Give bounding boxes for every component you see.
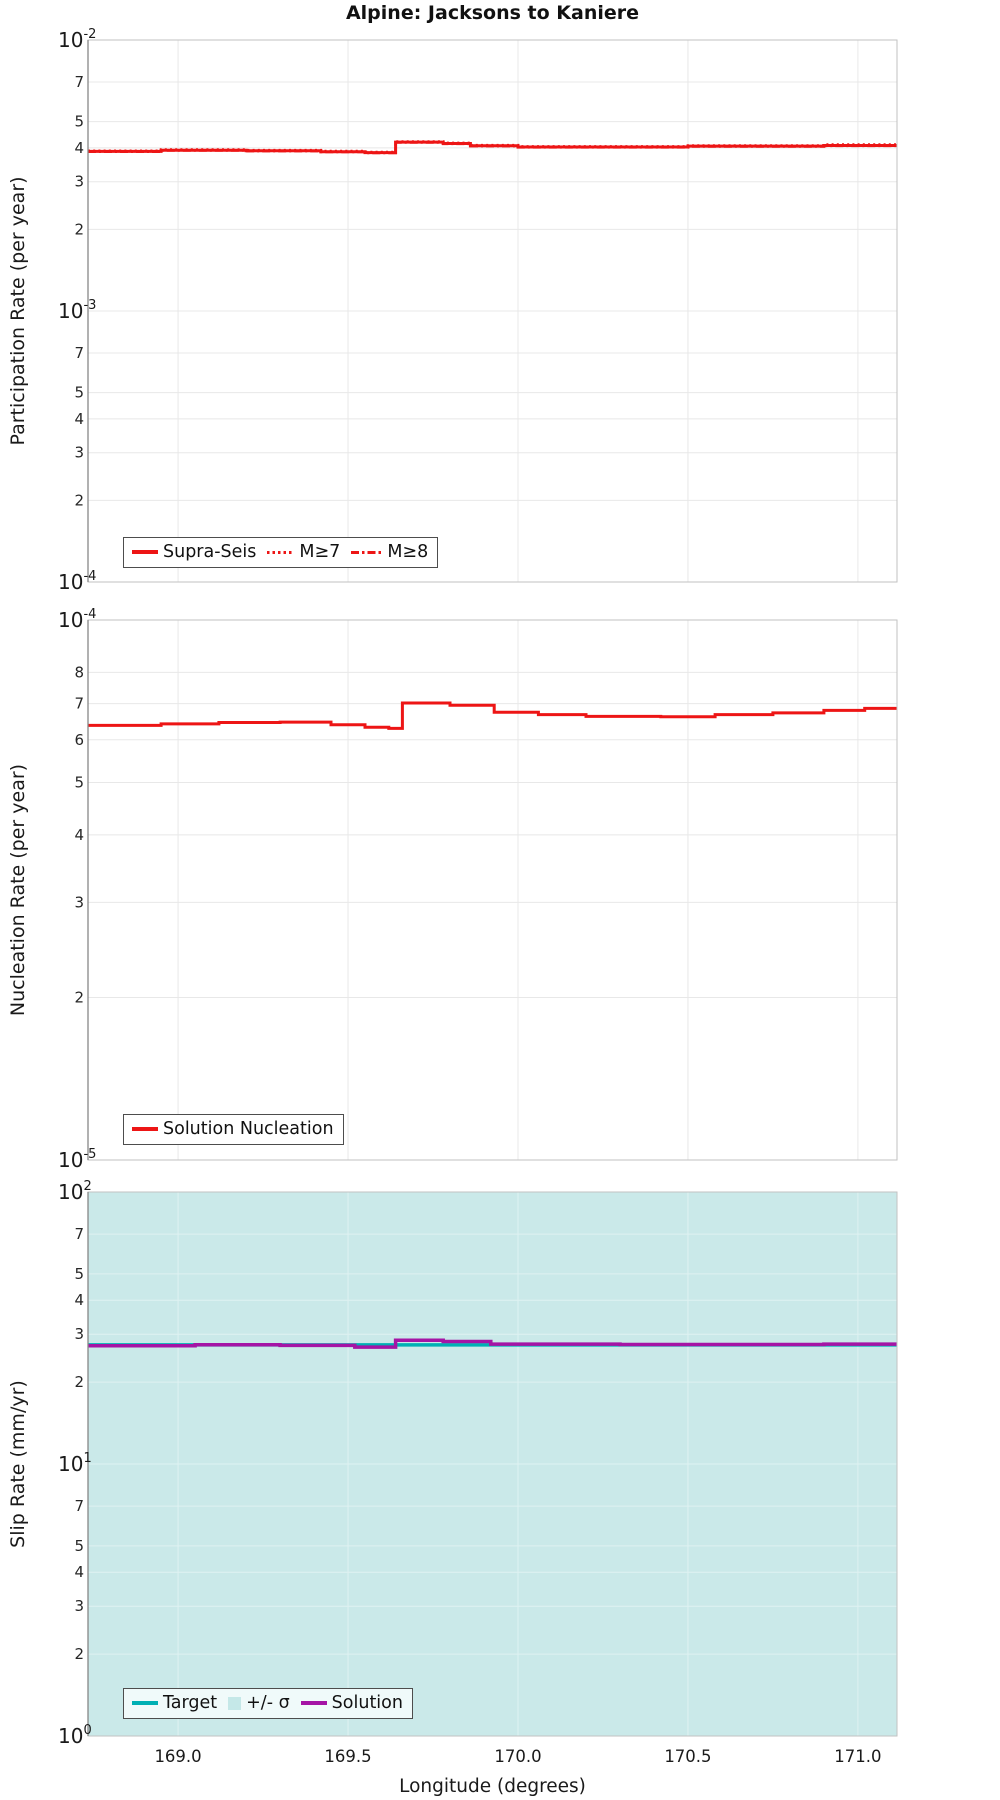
y-minor-label: 5	[74, 113, 84, 131]
participation-rate-chart: 10-2 10-3 10-4 7 5 4 3 2 7 5 4 3 2 Participation Rate…	[7, 27, 898, 594]
y-axis-title: Nucleation Rate (per year)	[7, 764, 29, 1016]
y-tick-labels: 102 101 100 7 5 4 3 2 7 5 4 3 2	[58, 1179, 92, 1748]
y-decade-label: 102	[58, 1179, 92, 1204]
y-minor-label: 6	[74, 731, 84, 749]
y-minor-label: 5	[74, 1265, 84, 1283]
y-minor-label: 4	[74, 410, 84, 428]
legend-label: Solution Nucleation	[163, 1119, 334, 1139]
legend-swatch-solid	[300, 1701, 327, 1705]
y-tick-labels: 10-2 10-3 10-4 7 5 4 3 2 7 5 4 3 2	[58, 27, 96, 594]
y-minor-label: 8	[74, 663, 84, 681]
y-minor-label: 4	[74, 1291, 84, 1309]
x-tick-labels: 169.0 169.5 170.0 170.5 171.0	[154, 1747, 881, 1766]
y-minor-label: 3	[74, 1325, 84, 1343]
legend-item: M≥8	[351, 542, 428, 562]
legend-swatch-dotted	[267, 550, 295, 554]
series-m-8	[88, 141, 897, 155]
legend-item: Target	[132, 1693, 217, 1713]
x-tick-label: 170.0	[494, 1747, 541, 1766]
series-solution	[88, 1338, 897, 1349]
y-decade-label: 10-3	[58, 298, 96, 323]
legend-label: M≥7	[299, 542, 341, 562]
x-axis-title: Longitude (degrees)	[399, 1776, 586, 1797]
legend-item: Solution Nucleation	[132, 1119, 334, 1139]
slip-rate-chart: 102 101 100 7 5 4 3 2 7 5 4 3 2 Slip Rate (mm/yr) 169.…	[7, 1179, 898, 1797]
y-minor-label: 2	[74, 491, 84, 509]
gridlines	[88, 1192, 897, 1736]
x-tick-label: 171.0	[834, 1747, 881, 1766]
y-axis-title: Participation Rate (per year)	[7, 176, 29, 445]
legend-label: M≥8	[387, 542, 429, 562]
legend-item: M≥7	[267, 542, 340, 562]
sliprate-legend: Target +/- σ Solution	[123, 1688, 413, 1719]
y-minor-label: 7	[74, 695, 84, 713]
legend-swatch-solid	[132, 550, 158, 554]
nucleation-legend: Solution Nucleation	[123, 1114, 344, 1145]
y-minor-label: 2	[74, 1645, 84, 1663]
legend-item: Solution	[300, 1693, 403, 1713]
y-decade-label: 101	[58, 1451, 92, 1476]
y-minor-label: 5	[74, 774, 84, 792]
plot-border	[87, 619, 898, 1161]
x-tick-label: 169.5	[324, 1747, 371, 1766]
y-minor-label: 2	[74, 1373, 84, 1391]
y-minor-label: 3	[74, 893, 84, 911]
series-solution-nucleation	[88, 701, 897, 730]
legend-label: Solution	[331, 1693, 403, 1713]
y-decade-label: 10-2	[58, 27, 96, 52]
legend-swatch-solid	[132, 1127, 158, 1131]
y-tick-labels: 10-4 10-5 8 7 6 5 4 3 2	[58, 607, 96, 1170]
y-minor-label: 5	[74, 1537, 84, 1555]
y-minor-label: 7	[74, 344, 84, 362]
series-group	[88, 1338, 897, 1349]
legend-swatch-square	[228, 1696, 242, 1710]
legend-label: Supra-Seis	[163, 542, 257, 562]
y-decade-label: 10-4	[58, 569, 96, 594]
participation-legend: Supra-Seis M≥7 M≥8	[123, 537, 439, 568]
x-tick-label: 170.5	[664, 1747, 711, 1766]
legend-label: +/- σ	[246, 1693, 290, 1713]
y-minor-label: 3	[74, 173, 84, 191]
y-minor-label: 3	[74, 1597, 84, 1615]
x-tick-label: 169.0	[154, 1747, 201, 1766]
figure-title: Alpine: Jacksons to Kaniere	[345, 2, 640, 24]
y-decade-label: 10-5	[58, 1147, 96, 1170]
y-minor-label: 3	[74, 444, 84, 462]
y-decade-label: 10-4	[58, 607, 96, 632]
legend-label: Target	[163, 1693, 218, 1713]
gridlines	[88, 620, 897, 1160]
series-group	[88, 701, 897, 730]
y-minor-label: 2	[74, 988, 84, 1006]
y-minor-label: 4	[74, 139, 84, 157]
series-group	[88, 140, 897, 155]
y-axis-title: Slip Rate (mm/yr)	[7, 1380, 29, 1548]
y-minor-label: 4	[74, 1563, 84, 1581]
legend-item: +/- σ	[228, 1693, 290, 1713]
y-minor-label: 7	[74, 1497, 84, 1515]
legend-item: Supra-Seis	[132, 542, 256, 562]
y-minor-label: 7	[74, 73, 84, 91]
nucleation-rate-chart: 10-4 10-5 8 7 6 5 4 3 2 Nucleation Rate (per year…	[7, 607, 898, 1170]
y-decade-label: 100	[58, 1723, 92, 1748]
y-minor-label: 4	[74, 826, 84, 844]
legend-swatch-dashdot	[351, 550, 383, 554]
y-minor-label: 5	[74, 384, 84, 402]
y-minor-label: 7	[74, 1225, 84, 1243]
legend-swatch-solid	[132, 1701, 158, 1705]
y-minor-label: 2	[74, 220, 84, 238]
gridlines	[88, 40, 897, 582]
